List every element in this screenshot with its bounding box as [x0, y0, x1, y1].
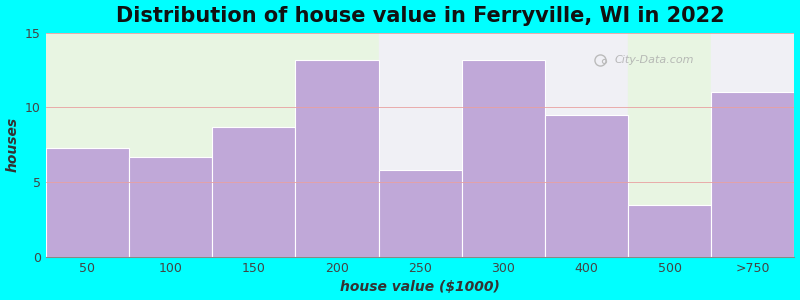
Bar: [711, 33, 794, 257]
Text: City-Data.com: City-Data.com: [614, 55, 694, 64]
Bar: [378, 33, 628, 257]
X-axis label: house value ($1000): house value ($1000): [340, 280, 500, 294]
Bar: [711, 92, 794, 257]
Title: Distribution of house value in Ferryville, WI in 2022: Distribution of house value in Ferryvill…: [116, 6, 725, 26]
Bar: [462, 60, 545, 257]
Bar: [129, 157, 212, 257]
Bar: [295, 60, 378, 257]
Bar: [46, 33, 378, 257]
Bar: [378, 170, 462, 257]
Bar: [628, 205, 711, 257]
Bar: [545, 115, 628, 257]
Y-axis label: houses: houses: [6, 117, 19, 172]
Bar: [628, 33, 711, 257]
Bar: [212, 127, 295, 257]
Bar: [46, 148, 129, 257]
